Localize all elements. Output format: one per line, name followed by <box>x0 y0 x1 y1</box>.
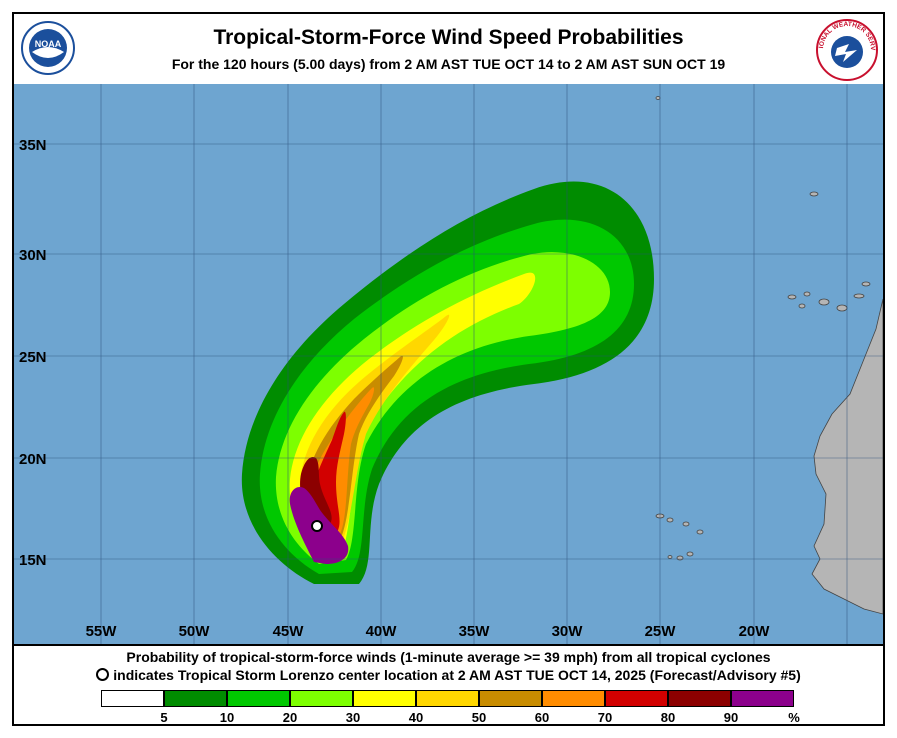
svg-text:NOAA: NOAA <box>35 39 62 49</box>
legend-swatch <box>731 690 794 707</box>
lon-label-55w: 55W <box>86 623 118 640</box>
footer-storm-note-text: indicates Tropical Storm Lorenzo center … <box>113 667 801 683</box>
legend-tick-label: 70 <box>597 710 613 725</box>
header: NOAA Tropical-Storm-Force Wind Speed Pro… <box>14 14 883 84</box>
storm-center-marker <box>311 520 323 532</box>
legend-tick-label: 30 <box>345 710 361 725</box>
lon-label-50w: 50W <box>179 623 211 640</box>
prob-band-30 <box>275 252 610 564</box>
legend-swatch <box>227 690 290 707</box>
legend-tick-label: 80 <box>660 710 676 725</box>
footer-storm-note: indicates Tropical Storm Lorenzo center … <box>14 667 883 683</box>
noaa-logo: NOAA <box>21 21 75 75</box>
legend-swatch <box>605 690 668 707</box>
legend-swatch <box>479 690 542 707</box>
lon-label-35w: 35W <box>459 623 491 640</box>
lat-label-25n: 25N <box>19 349 47 366</box>
legend-tick-label: 20 <box>282 710 298 725</box>
lon-label-30w: 30W <box>552 623 584 640</box>
legend-tick-label: 40 <box>408 710 424 725</box>
legend-tick-label: 10 <box>219 710 235 725</box>
legend-swatch <box>668 690 731 707</box>
lon-label-20w: 20W <box>739 623 771 640</box>
legend-swatch <box>290 690 353 707</box>
legend-tick-label: 60 <box>534 710 550 725</box>
footer-description: Probability of tropical-storm-force wind… <box>126 649 771 665</box>
footer: Probability of tropical-storm-force wind… <box>14 644 883 725</box>
lon-label-25w: 25W <box>645 623 677 640</box>
lat-label-20n: 20N <box>19 451 47 468</box>
probability-map: 35N 30N 25N 20N 15N 55W 50W 45W 40W 35W … <box>14 84 883 644</box>
legend-tick-label: 50 <box>471 710 487 725</box>
legend-swatch <box>542 690 605 707</box>
nws-logo: NATIONAL WEATHER SERVICE <box>815 18 878 81</box>
africa-land <box>811 298 883 615</box>
legend-swatch <box>353 690 416 707</box>
canary-islands <box>655 96 871 312</box>
page-subtitle: For the 120 hours (5.00 days) from 2 AM … <box>171 56 726 72</box>
lat-label-30n: 30N <box>19 247 47 264</box>
legend-tick-label: 90 <box>723 710 739 725</box>
lon-label-40w: 40W <box>366 623 398 640</box>
legend-swatch <box>164 690 227 707</box>
page-title: Tropical-Storm-Force Wind Speed Probabil… <box>213 26 684 49</box>
legend-tick-label: 5 <box>160 710 168 725</box>
storm-marker-key-icon <box>96 668 110 681</box>
product-frame: NOAA Tropical-Storm-Force Wind Speed Pro… <box>12 12 885 726</box>
graticule <box>14 84 883 644</box>
lat-label-15n: 15N <box>19 552 47 569</box>
legend-swatch <box>416 690 479 707</box>
lat-label-35n: 35N <box>19 137 47 154</box>
legend-tick-label: % <box>788 710 800 725</box>
lon-label-45w: 45W <box>273 623 305 640</box>
legend-swatch <box>101 690 164 707</box>
